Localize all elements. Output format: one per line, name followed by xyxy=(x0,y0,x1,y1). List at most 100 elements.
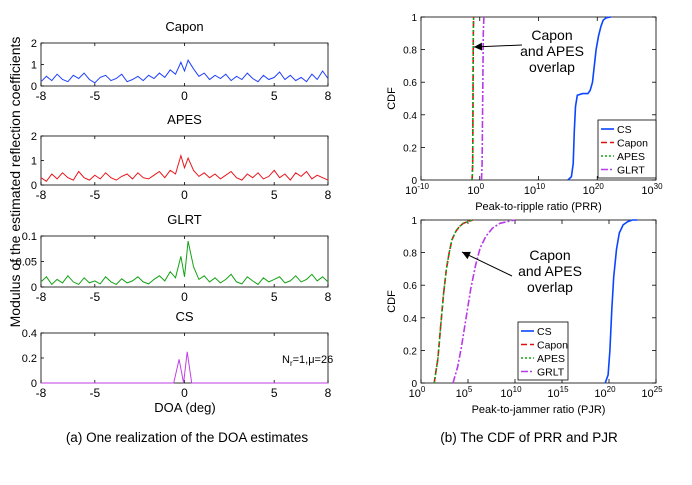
series-line-cs xyxy=(604,219,638,384)
x-tick-label: 5 xyxy=(271,386,278,400)
y-axis-label: CDF xyxy=(386,87,398,110)
x-tick-label: 8 xyxy=(325,89,332,103)
legend-label: CS xyxy=(617,124,632,136)
y-tick-label: 0.05 xyxy=(16,257,37,269)
shared-x-label: DOA (deg) xyxy=(154,400,215,415)
x-tick-label: 10-10 xyxy=(405,182,429,197)
y-tick-label: 0 xyxy=(31,378,37,390)
x-tick-label: 1030 xyxy=(641,182,663,197)
y-axis-label: CDF xyxy=(386,290,398,313)
x-tick-label: -8 xyxy=(36,386,47,400)
y-tick-label: 1 xyxy=(31,60,37,72)
series-line-apes xyxy=(433,219,473,384)
apes-doa-chart: APES -8 -5 0 5 8 0 1 2 xyxy=(31,112,332,202)
y-tick-label: 0.6 xyxy=(403,78,417,89)
x-tick-label: 5 xyxy=(271,290,278,304)
y-tick-label: 2 xyxy=(31,38,37,50)
x-tick-label: 0 xyxy=(181,188,188,202)
plot-frame xyxy=(40,235,329,288)
annotation-main: N xyxy=(282,354,290,366)
chart-title: APES xyxy=(167,112,202,127)
y-tick-label: 1 xyxy=(31,156,37,168)
legend-label: GRLT xyxy=(537,367,565,379)
annotation-arrow-head xyxy=(462,251,471,260)
glrt-doa-chart: GLRT -8 -5 0 5 8 0 0.05 0.1 xyxy=(16,212,332,304)
y-tick-label: 0 xyxy=(31,282,37,294)
x-tick-label: 1010 xyxy=(524,182,546,197)
series-line-cs xyxy=(567,16,611,181)
x-axis-label: Peak-to-jammer ratio (PJR) xyxy=(472,404,606,416)
x-tick-label: -5 xyxy=(89,89,100,103)
x-tick-label: 5 xyxy=(271,188,278,202)
x-tick-label: 100 xyxy=(467,182,484,197)
y-tick-label: 0.2 xyxy=(403,143,417,154)
y-tick-label: 0 xyxy=(411,176,417,187)
x-tick-label: 1010 xyxy=(500,385,522,400)
x-tick-label: 0 xyxy=(181,290,188,304)
y-tick-label: 0 xyxy=(31,81,37,93)
x-tick-label: -5 xyxy=(89,188,100,202)
y-tick-label: 1 xyxy=(411,13,417,24)
overlap-annotation-line: and APES xyxy=(520,43,584,59)
y-tick-label: 0.8 xyxy=(403,249,417,260)
x-tick-exponent: 10 xyxy=(536,182,545,191)
pjr-cdf-chart: 10 0 105 1010 1015 1020 1025 0 0.2 0.4 0.6 0.8 1 Peak… xyxy=(386,216,663,416)
x-tick-exponent: 20 xyxy=(607,385,616,394)
series-line-glrt xyxy=(40,240,329,286)
cs-doa-chart: CS -8 -5 0 5 8 0 0.2 0.4 Nr=1,μ=26 xyxy=(22,309,334,400)
x-tick-label: 105 xyxy=(456,385,473,400)
y-tick-label: 0.8 xyxy=(403,46,417,57)
y-tick-label: 0.4 xyxy=(403,111,417,122)
x-tick-exponent: 0 xyxy=(421,385,426,394)
x-tick-exponent: 30 xyxy=(654,182,663,191)
overlap-annotation-line: Capon xyxy=(531,27,572,43)
x-tick-label: 1020 xyxy=(594,385,616,400)
series-line-cs xyxy=(41,351,328,384)
overlap-annotation-line: and APES xyxy=(518,263,582,279)
legend-label: CS xyxy=(537,326,552,338)
capon-doa-chart: Capon -8 -5 0 5 8 0 1 2 xyxy=(31,19,332,103)
y-tick-label: 0.4 xyxy=(403,314,417,325)
x-tick-label: -8 xyxy=(36,89,47,103)
x-tick-label: 0 xyxy=(181,89,188,103)
y-tick-label: 0 xyxy=(31,180,37,192)
legend-label: APES xyxy=(617,151,645,163)
legend-label: Capon xyxy=(617,138,648,150)
x-tick-exponent: 10 xyxy=(513,385,522,394)
x-tick-label: 1025 xyxy=(641,385,663,400)
x-tick-label: -5 xyxy=(89,290,100,304)
x-tick-label: 1020 xyxy=(583,182,605,197)
y-tick-label: 0 xyxy=(411,379,417,390)
y-tick-label: 1 xyxy=(411,216,417,227)
x-tick-exponent: 0 xyxy=(480,182,485,191)
x-tick-label: 5 xyxy=(271,89,278,103)
legend-label: Capon xyxy=(537,340,568,352)
chart-title: CS xyxy=(175,309,193,324)
y-tick-label: 0.2 xyxy=(22,353,37,365)
series-line-apes xyxy=(471,16,475,181)
x-tick-label: -8 xyxy=(36,188,47,202)
y-tick-label: 0.1 xyxy=(22,231,37,243)
annotation-arrow-shaft xyxy=(473,44,523,48)
y-tick-label: 2 xyxy=(31,131,37,143)
x-tick-label: -5 xyxy=(89,386,100,400)
legend-label: APES xyxy=(537,353,565,365)
shared-y-label: Modulus of the estimated reflection coef… xyxy=(7,37,23,328)
series-line-apes xyxy=(40,153,329,182)
x-tick-label: 8 xyxy=(325,290,332,304)
x-tick-exponent: 15 xyxy=(560,385,569,394)
y-tick-label: 0.2 xyxy=(403,346,417,357)
overlap-annotation-line: overlap xyxy=(527,279,573,295)
annotation-arrow-head xyxy=(474,42,483,51)
caption-left: (a) One realization of the DOA estimates xyxy=(66,430,309,445)
x-tick-label: 8 xyxy=(325,386,332,400)
cs-annotation: Nr=1,μ=26 xyxy=(282,354,333,368)
series-line-grlt xyxy=(452,219,516,384)
x-tick-exponent: 20 xyxy=(595,182,604,191)
x-tick-label: -8 xyxy=(36,290,47,304)
x-tick-exponent: 25 xyxy=(654,385,663,394)
overlap-annotation-line: overlap xyxy=(529,59,575,75)
legend-label: GLRT xyxy=(617,165,645,177)
y-tick-label: 0.4 xyxy=(22,328,37,340)
